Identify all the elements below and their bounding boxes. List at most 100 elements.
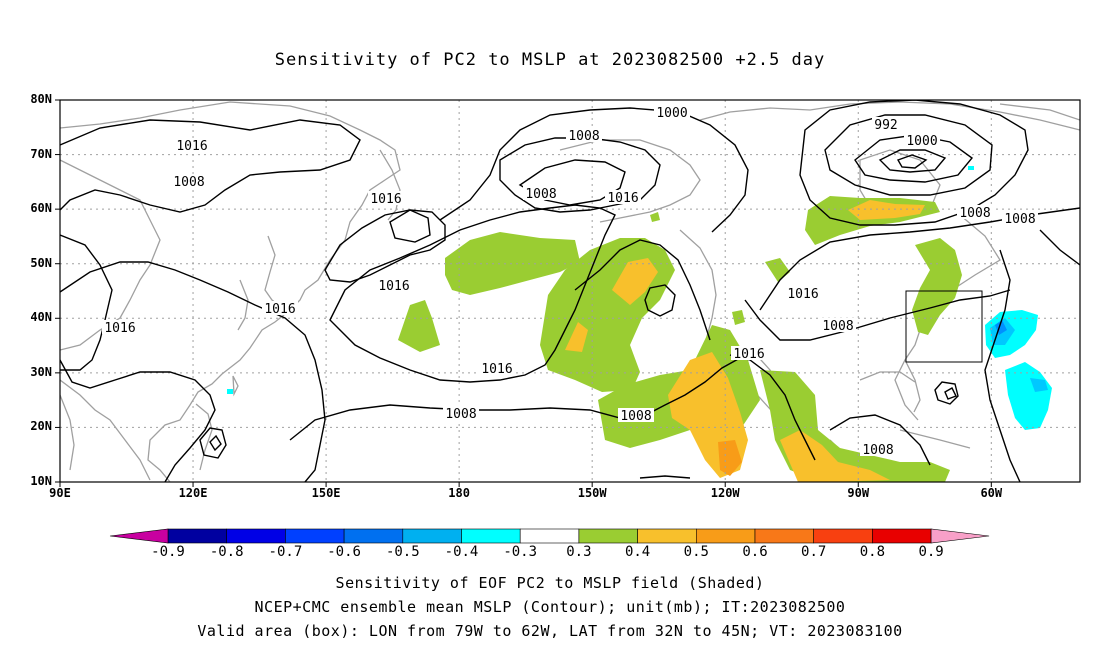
colorbar-segment	[402, 528, 462, 544]
colorbar-segment	[872, 528, 932, 544]
contour-high-pacific	[644, 284, 676, 317]
contour-label: 1008	[957, 205, 993, 221]
lon-label: 90W	[847, 486, 870, 500]
contour-label-text: 1016	[176, 139, 207, 154]
colorbar-segment	[637, 528, 697, 544]
shade-canada-core	[848, 200, 925, 220]
contour-high-gulf	[934, 381, 959, 405]
lat-label: 20N	[30, 419, 52, 434]
contour-label-text: 1008	[862, 443, 893, 458]
contour-1000-low	[824, 114, 993, 196]
shade-dot-2	[968, 166, 974, 170]
colorbar-segment	[285, 528, 345, 544]
contour-label: 1016	[174, 138, 210, 154]
asia-coastline	[60, 101, 401, 482]
contour-label: 1008	[171, 174, 207, 190]
contour-label-text: 992	[874, 118, 897, 133]
map-frame	[59, 99, 1081, 483]
lat-label: 50N	[30, 255, 52, 270]
colorbar-segment	[754, 528, 815, 544]
india-coast	[60, 394, 75, 471]
shade-mexico	[760, 370, 950, 482]
colorbar-segment	[578, 528, 638, 544]
contour-high-small	[944, 387, 957, 400]
contour-label-bg	[368, 191, 404, 205]
contour-label-text: 1000	[906, 134, 937, 149]
colorbar-segment	[461, 528, 521, 544]
contour-label: 1008	[860, 442, 896, 458]
contour-label: 992	[872, 117, 900, 133]
contour-label-bg	[872, 117, 900, 131]
contour-label-text: 1016	[264, 302, 295, 317]
contour-label: 1008	[618, 408, 654, 424]
contour-label-bg	[523, 186, 559, 200]
contour-1016-na-west	[574, 239, 711, 341]
colorbar-tick-label: -0.6	[327, 544, 361, 560]
contour-label-bg	[820, 318, 856, 332]
contour-1016-asia-north	[60, 119, 361, 213]
contour-label-bg	[376, 278, 412, 292]
contour-label: 1008	[1002, 211, 1038, 227]
contour-label-text: 1008	[959, 206, 990, 221]
contour-label: 1008	[443, 406, 479, 422]
japan-coast	[264, 235, 286, 311]
lat-label: 30N	[30, 364, 52, 379]
caption-valid-area: Valid area (box): LON from 79W to 62W, L…	[197, 622, 903, 640]
grid-lines	[60, 100, 1080, 482]
shade-pacific-west	[445, 232, 580, 295]
lon-label: 150W	[577, 486, 607, 500]
contour-1016-pacific-west	[60, 261, 326, 482]
plot-title: Sensitivity of PC2 to MSLP at 2023082500…	[274, 50, 826, 70]
taiwan	[232, 375, 239, 397]
shade-small-2	[650, 212, 660, 222]
gulf-coast	[859, 371, 916, 383]
caption-contour: NCEP+CMC ensemble mean MSLP (Contour); u…	[254, 598, 846, 616]
colorbar-tick-label: 0.9	[918, 544, 944, 560]
contour-label-bg	[957, 205, 993, 219]
contour-label: 1016	[785, 286, 821, 302]
colorbar-tick-label: -0.5	[385, 544, 420, 560]
contour-label: 1016	[102, 320, 138, 336]
contour-label-text: 1008	[620, 409, 651, 424]
contour-label-bg	[443, 406, 479, 420]
contour-label-bg	[860, 442, 896, 456]
contour-1008-gulf	[829, 414, 931, 466]
lat-label: 40N	[30, 310, 52, 325]
contour-label-text: 1016	[787, 287, 818, 302]
contour-1008-asia-lowlat	[60, 359, 216, 482]
shade-gulf-alaska-core2	[565, 322, 588, 352]
contour-label: 1000	[904, 133, 940, 149]
contour-1016-subtropic	[289, 357, 741, 441]
contour-label: 1016	[262, 301, 298, 317]
lat-label: 70N	[30, 146, 52, 161]
shade-baja-core2	[718, 440, 742, 476]
lat-label: 80N	[30, 92, 52, 106]
colorbar-tick-label: 0.4	[624, 544, 651, 560]
colorbar-segment	[226, 528, 286, 544]
contour-label: 1000	[654, 105, 690, 121]
caption-shading: Sensitivity of EOF PC2 to MSLP field (Sh…	[335, 574, 765, 592]
cuba	[899, 429, 971, 449]
colorbar-segment	[167, 528, 228, 544]
colorbar-tick-label: -0.9	[151, 544, 185, 560]
contour-label-bg	[654, 105, 690, 119]
lat-label: 60N	[30, 201, 52, 216]
contour-label-bg	[174, 138, 210, 152]
contour-label-text: 1016	[378, 279, 409, 294]
contour-label: 1016	[376, 278, 412, 294]
shade-gulf-alaska-core	[612, 258, 658, 305]
shade-pacific-small	[398, 300, 440, 352]
contour-high-phil-inner	[209, 434, 222, 452]
korea-coast	[237, 279, 249, 331]
contour-label: 1008	[566, 128, 602, 144]
contour-label: 1016	[479, 361, 515, 377]
contour-labels: 1016 1008 1000 992 1000 1008 1016 1008 1016 1008 1…	[102, 105, 1038, 458]
contour-label-text: 1016	[481, 362, 512, 377]
contour-label-text: 1016	[370, 192, 401, 207]
axis-ticks	[55, 99, 992, 487]
contour-label: 1008	[820, 318, 856, 334]
contour-label-text: 1008	[822, 319, 853, 334]
colorbar-tick-label: 0.6	[742, 544, 768, 560]
shade-mexico-core	[780, 430, 890, 482]
